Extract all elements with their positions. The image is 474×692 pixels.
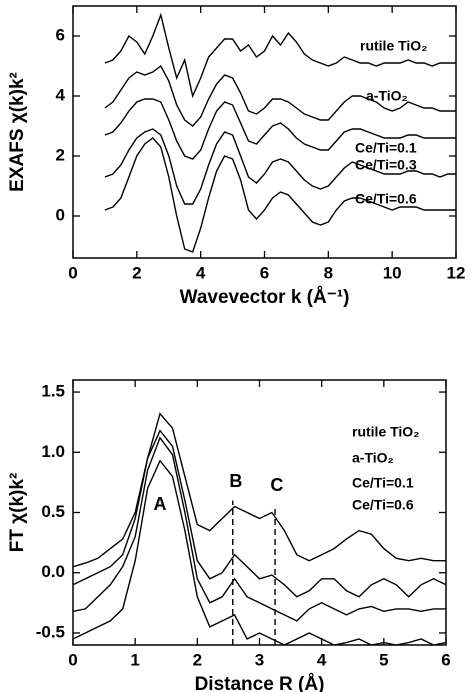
x-tick-label: 5 (379, 650, 388, 669)
y-tick-label: 0.0 (41, 562, 65, 581)
x-axis-label: Wavevector k (Å⁻¹) (180, 287, 350, 308)
y-tick-label: -0.5 (36, 622, 65, 641)
series-line (73, 412, 446, 568)
y-axis-label: EXAFS χ(k)k² (7, 72, 28, 192)
y-tick-label: 6 (56, 25, 65, 44)
y-tick-label: 2 (56, 145, 65, 164)
y-tick-label: 1.0 (41, 442, 65, 461)
x-tick-label: 1 (130, 650, 139, 669)
series-line (73, 459, 446, 645)
series-label: Ce/Ti=0.6 (355, 191, 417, 207)
x-tick-label: 0 (68, 263, 77, 282)
annotation: C (270, 475, 283, 495)
series-label: Ce/Ti=0.3 (355, 157, 417, 173)
series-line (73, 436, 446, 622)
x-tick-label: 8 (324, 263, 333, 282)
x-tick-label: 10 (383, 263, 402, 282)
y-tick-label: 1.5 (41, 382, 65, 401)
y-axis-label: FT χ(k)k² (7, 473, 28, 553)
x-tick-label: 4 (196, 263, 206, 282)
x-tick-label: 6 (441, 650, 450, 669)
x-tick-label: 3 (255, 650, 264, 669)
chart: 0 1 2 3 4 5 6 -0.5 0.0 0.5 1.0 1.5 Distance R (Å) FT … (7, 379, 451, 692)
y-tick-label: 4 (56, 85, 66, 104)
series-label: rutile TiO₂ (360, 38, 427, 54)
series-line (104, 98, 456, 160)
chart: 0 2 4 6 8 10 12 0 2 4 6 Wavevector k (Å⁻¹) EXAFS χ(k… (7, 5, 466, 308)
y-tick-label: 0.5 (41, 502, 65, 521)
x-tick-label: 12 (447, 263, 466, 282)
series-label: rutile TiO₂ (352, 424, 419, 440)
x-tick-label: 2 (193, 650, 202, 669)
x-tick-label: 6 (260, 263, 269, 282)
x-axis-label: Distance R (Å) (195, 674, 325, 692)
series-label: Ce/Ti=0.1 (352, 475, 414, 491)
series-label: a-TiO₂ (352, 450, 394, 466)
annotation: A (154, 494, 167, 514)
series-line (104, 128, 456, 205)
series-line (73, 429, 446, 598)
series-line (104, 12, 456, 99)
y-tick-label: 0 (56, 205, 65, 224)
series-label: Ce/Ti=0.1 (355, 140, 417, 156)
series-label: a-TiO₂ (366, 88, 408, 104)
annotation: B (229, 471, 242, 491)
x-tick-label: 0 (68, 650, 77, 669)
x-tick-label: 2 (132, 263, 141, 282)
series-line (104, 64, 456, 127)
series-line (104, 137, 456, 253)
series-label: Ce/Ti=0.6 (352, 497, 414, 513)
x-tick-label: 4 (317, 650, 327, 669)
